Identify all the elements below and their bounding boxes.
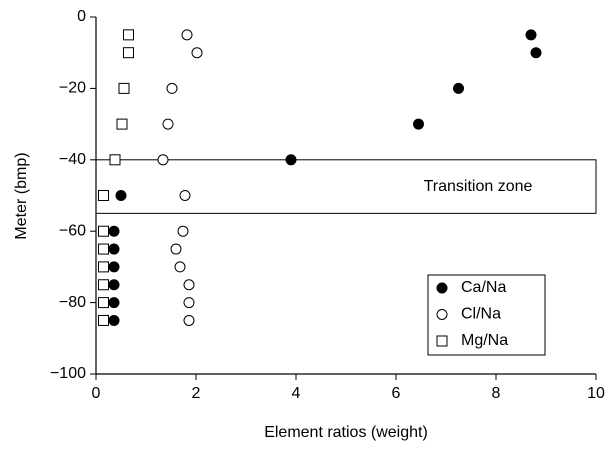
point <box>98 279 109 291</box>
y-tick-label: −100 <box>50 365 86 382</box>
point <box>118 82 130 94</box>
point <box>123 29 134 41</box>
point <box>525 29 537 41</box>
point <box>98 190 109 201</box>
legend-marker <box>436 335 448 347</box>
point <box>108 314 120 326</box>
point <box>183 279 195 291</box>
point <box>98 314 109 326</box>
legend-label: Mg/Na <box>461 332 508 349</box>
point <box>183 297 195 309</box>
y-tick-label: 0 <box>77 8 86 25</box>
x-axis-title: Element ratios (weight) <box>264 424 428 441</box>
point <box>191 47 203 59</box>
point <box>177 225 189 237</box>
point <box>123 47 134 59</box>
point <box>174 261 186 273</box>
point <box>109 154 121 166</box>
legend-marker <box>436 282 448 294</box>
point <box>285 154 297 166</box>
point <box>183 314 195 326</box>
legend-label: Cl/Na <box>461 306 501 323</box>
legend-label: Ca/Na <box>461 279 506 296</box>
point <box>162 118 174 130</box>
point <box>108 279 120 291</box>
x-tick-label: 0 <box>92 385 101 402</box>
point <box>413 118 424 130</box>
point <box>98 243 109 255</box>
point <box>181 29 193 41</box>
y-tick-label: −80 <box>59 294 86 311</box>
point <box>98 261 109 273</box>
annotation-label: Transition zone <box>424 178 533 195</box>
point <box>116 118 128 130</box>
point <box>453 82 464 94</box>
point <box>157 154 169 166</box>
y-tick-label: −40 <box>59 151 86 168</box>
x-tick-label: 10 <box>587 385 605 402</box>
x-tick-label: 2 <box>192 385 201 402</box>
y-axis-title: Meter (bmp) <box>13 152 30 239</box>
x-tick-label: 8 <box>492 385 501 402</box>
y-tick-label: −60 <box>59 222 86 239</box>
point <box>170 243 182 255</box>
point <box>108 297 120 309</box>
point <box>179 190 191 201</box>
point <box>98 297 109 309</box>
point <box>108 225 120 237</box>
legend-marker <box>436 309 448 320</box>
y-tick-label: −20 <box>59 80 86 97</box>
x-tick-label: 6 <box>392 385 401 402</box>
point <box>530 47 542 59</box>
x-tick-label: 4 <box>292 385 301 402</box>
point <box>98 225 109 237</box>
point <box>108 261 120 273</box>
point <box>115 190 127 201</box>
point <box>166 82 178 94</box>
point <box>108 243 120 255</box>
